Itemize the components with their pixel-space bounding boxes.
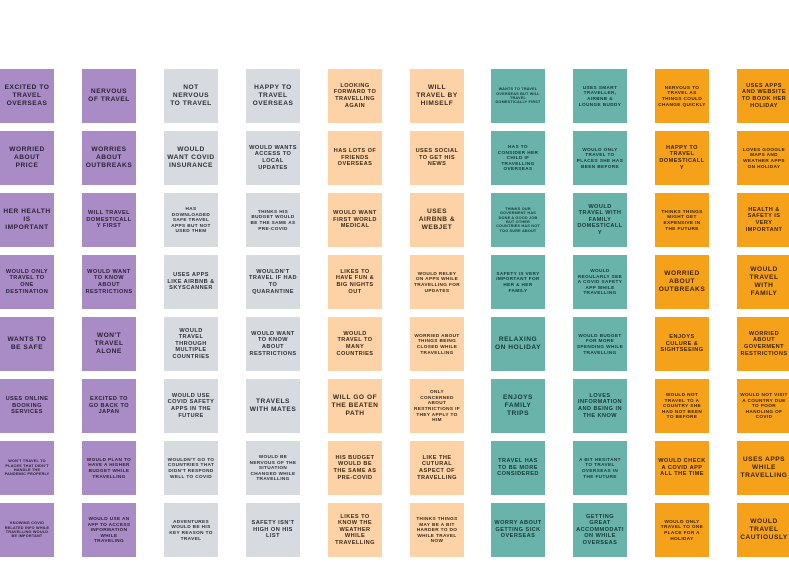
sticky-note[interactable]: ONLY CONCERNED ABOUT RESTRICTIONS IF THE… bbox=[410, 379, 464, 433]
sticky-note[interactable]: WORRIED ABOUT PRICE bbox=[0, 131, 54, 185]
sticky-note[interactable]: WANTS TO BE SAFE bbox=[0, 317, 54, 371]
sticky-note[interactable]: WOULD TRAVEL THROUGH MULTIPLE COUNTRIES bbox=[164, 317, 218, 371]
sticky-note[interactable]: WOULD TRAVEL WITH FAMILY bbox=[737, 255, 789, 309]
sticky-note[interactable]: WON'T TRAVEL ALONE bbox=[82, 317, 136, 371]
sticky-note[interactable]: WORRIED ABOUT OUTBREAKS bbox=[655, 255, 709, 309]
sticky-note[interactable]: USES APPS AND WEBSITE TO BOOK HER HOLIDA… bbox=[737, 69, 789, 123]
sticky-note[interactable]: WOULD PLAN TO HAVE A HIGHER BUDGET WHILE… bbox=[82, 441, 136, 495]
sticky-note[interactable]: WOULD WANT TO KNOW ABOUT RESTRICTIONS bbox=[246, 317, 300, 371]
sticky-note[interactable]: WOULD ONLY TRAVEL TO PLACES SHE HAS BEEN… bbox=[573, 131, 627, 185]
sticky-note[interactable]: LOOKING FORWARD TO TRAVELLING AGAIN bbox=[328, 69, 382, 123]
sticky-note[interactable]: GETTING GREAT ACCOMMODATION WHILE OVERSE… bbox=[573, 503, 627, 557]
sticky-note[interactable]: WILL GO OF THE BEATEN PATH bbox=[328, 379, 382, 433]
sticky-note[interactable]: HER HEALTH IS IMPORTANT bbox=[0, 193, 54, 247]
sticky-note[interactable]: LIKES TO KNOW THE WEATHER WHILE TRAVELLI… bbox=[328, 503, 382, 557]
sticky-note[interactable]: WOULD USE COVID SAFETY APPS IN THE FUTUR… bbox=[164, 379, 218, 433]
sticky-note[interactable]: WORRIED ABOUT GOVERMENT RESTRICTIONS bbox=[737, 317, 789, 371]
sticky-note[interactable]: HEALTH & SAFETY IS VERY IMPORTANT bbox=[737, 193, 789, 247]
sticky-note[interactable]: WOULD CHECK A COVID APP ALL THE TIME bbox=[655, 441, 709, 495]
sticky-note[interactable]: ADVENTURES WOULD BE HIS KEY REASON TO TR… bbox=[164, 503, 218, 557]
sticky-note[interactable]: WOULDN'T TRAVEL IF HAD TO QUARANTINE bbox=[246, 255, 300, 309]
sticky-note[interactable]: WOULD NOT TRAVEL TO A COUNTRY SHE HAD NO… bbox=[655, 379, 709, 433]
sticky-note[interactable]: EXCITED TO GO BACK TO JAPAN bbox=[82, 379, 136, 433]
sticky-note[interactable]: WOULD RELEY ON APPS WHILE TRAVELLING FOR… bbox=[410, 255, 464, 309]
sticky-note[interactable]: LIKES TO HAVE FUN & BIG NIGHTS OUT bbox=[328, 255, 382, 309]
sticky-note[interactable]: THINKS THINGS MIGHT GET EXPENSIVE IN THE… bbox=[655, 193, 709, 247]
sticky-note[interactable]: ENJOYS FAMILY TRIPS bbox=[491, 379, 545, 433]
sticky-note[interactable]: WORRIED ABOUT THINGS BEING CLOSED WHILE … bbox=[410, 317, 464, 371]
sticky-note[interactable]: WON'T TRAVEL TO PLACES THAT DIDN'T HANDL… bbox=[0, 441, 54, 495]
sticky-note[interactable]: WOULD BUDGET FOR MORE SPENDING WHILE TRA… bbox=[573, 317, 627, 371]
sticky-note[interactable]: USES ONLINE BOOKING SERVICES bbox=[0, 379, 54, 433]
sticky-note[interactable]: TRAVELS WITH MATES bbox=[246, 379, 300, 433]
sticky-note[interactable]: WOULD BE NERVOUS OF THE SITUATION CHANGE… bbox=[246, 441, 300, 495]
sticky-note[interactable]: LOVES INFORMATION AND BEING IN THE KNOW bbox=[573, 379, 627, 433]
sticky-note[interactable]: HAS TO CONSIDER HER CHILD IF TRAVELLING … bbox=[491, 131, 545, 185]
sticky-note[interactable]: RELAXING ON HOLIDAY bbox=[491, 317, 545, 371]
sticky-note[interactable]: WOULD TRAVEL CAUTIOUSLY bbox=[737, 503, 789, 557]
sticky-note[interactable]: A BIT HESITANT TO TRAVEL OVERSEAS IN THE… bbox=[573, 441, 627, 495]
sticky-note[interactable]: EXCITED TO TRAVEL OVERSEAS bbox=[0, 69, 54, 123]
sticky-note[interactable]: WOULD TRAVEL WITH FAMILY DOMESTICALLY bbox=[573, 193, 627, 247]
sticky-note[interactable]: WILL TRAVEL BY HIMSELF bbox=[410, 69, 464, 123]
sticky-note[interactable]: WOULD WANTS ACCESS TO LOCAL UPDATES bbox=[246, 131, 300, 185]
sticky-note[interactable]: WORRY ABOUT GETTING SICK OVERSEAS bbox=[491, 503, 545, 557]
sticky-note[interactable]: WOULD WANT FIRST WORLD MEDICAL bbox=[328, 193, 382, 247]
sticky-note[interactable]: WOULD ONLY TRAVEL TO ONE PLACE FOR A HOL… bbox=[655, 503, 709, 557]
sticky-note[interactable]: LIKE THE CUTURAL ASPECT OF TRAVELLING bbox=[410, 441, 464, 495]
sticky-note[interactable]: NERVOUS TO TRAVEL AS THINGS COULD CHANGE… bbox=[655, 69, 709, 123]
sticky-note[interactable]: WOULD TRAVEL TO MANY COUNTRIES bbox=[328, 317, 382, 371]
sticky-note[interactable]: HAPPY TO TRAVEL DOMESTICALLY bbox=[655, 131, 709, 185]
sticky-note[interactable]: WOULD USE AN APP TO ACCESS INFORMATION W… bbox=[82, 503, 136, 557]
sticky-note[interactable]: USES SMART TRAVELLER, AIRBNB & LOUNGE BU… bbox=[573, 69, 627, 123]
sticky-note[interactable]: WOULD NOT VISIT A COUNTRY DUE TO POOR HA… bbox=[737, 379, 789, 433]
sticky-note[interactable]: HAS DOWNLOADED SAFE TRAVEL APPS BUT NOT … bbox=[164, 193, 218, 247]
sticky-note[interactable]: NERVOUS OF TRAVEL bbox=[82, 69, 136, 123]
sticky-note[interactable]: LOVES GOOGLE MAPS AND WEATHER APPS ON HO… bbox=[737, 131, 789, 185]
sticky-note[interactable]: USES SOCIAL TO GET HIS NEWS bbox=[410, 131, 464, 185]
sticky-note[interactable]: USES APPS WHILE TRAVELLING bbox=[737, 441, 789, 495]
sticky-note[interactable]: KNOWING COVID RELATED INFO WHILE TRAVELL… bbox=[0, 503, 54, 557]
sticky-note[interactable]: WOULD REGULARLY SEE A COVID SAFETY APP W… bbox=[573, 255, 627, 309]
sticky-note[interactable]: TRAVEL HAS TO BE MORE CONSIDERED bbox=[491, 441, 545, 495]
sticky-note[interactable]: SAFETY IS VERY IMPORTANT FOR HER & HER F… bbox=[491, 255, 545, 309]
sticky-note[interactable]: WOULD WANT COVID INSURANCE bbox=[164, 131, 218, 185]
sticky-note[interactable]: SAFETY ISN'T HIGH ON HIS LIST bbox=[246, 503, 300, 557]
sticky-note[interactable]: WOULD ONLY TRAVEL TO ONE DESTINATION bbox=[0, 255, 54, 309]
sticky-note[interactable]: WILL TRAVEL DOMESTICALLY FIRST bbox=[82, 193, 136, 247]
sticky-note[interactable]: ENJOYS CULURE & SIGHTSEEING bbox=[655, 317, 709, 371]
sticky-note[interactable]: WOULD WANT TO KNOW ABOUT RESTRICTIONS bbox=[82, 255, 136, 309]
sticky-note[interactable]: THINKS OUR GOVERMENT HAS DONE A GOOD JOB… bbox=[491, 193, 545, 247]
sticky-note[interactable]: HAS LOTS OF FRIENDS OVERSEAS bbox=[328, 131, 382, 185]
sticky-note[interactable]: HAPPY TO TRAVEL OVERSEAS bbox=[246, 69, 300, 123]
sticky-note[interactable]: USES AIRBNB & WEBJET bbox=[410, 193, 464, 247]
sticky-note[interactable]: WOULDN'T GO TO COUNTRIES THAT DIDN'T RES… bbox=[164, 441, 218, 495]
sticky-note[interactable]: THINKS HIS BUDGET WOULD BE THE SAME AS P… bbox=[246, 193, 300, 247]
sticky-note[interactable]: NOT NERVOUS TO TRAVEL bbox=[164, 69, 218, 123]
sticky-note[interactable]: THINKS THINGS MAY BE A BIT HARDER TO DO … bbox=[410, 503, 464, 557]
sticky-note[interactable]: WANTS TO TRAVEL OVERSEAS BUT WILL TRAVEL… bbox=[491, 69, 545, 123]
sticky-note[interactable]: USES APPS LIKE AIRBNB & SKYSCANNER bbox=[164, 255, 218, 309]
sticky-note[interactable]: HIS BUDGET WOULD BE THE SAME AS PRE-COVI… bbox=[328, 441, 382, 495]
sticky-note[interactable]: WORRIES ABOUT OUTBREAKS bbox=[82, 131, 136, 185]
